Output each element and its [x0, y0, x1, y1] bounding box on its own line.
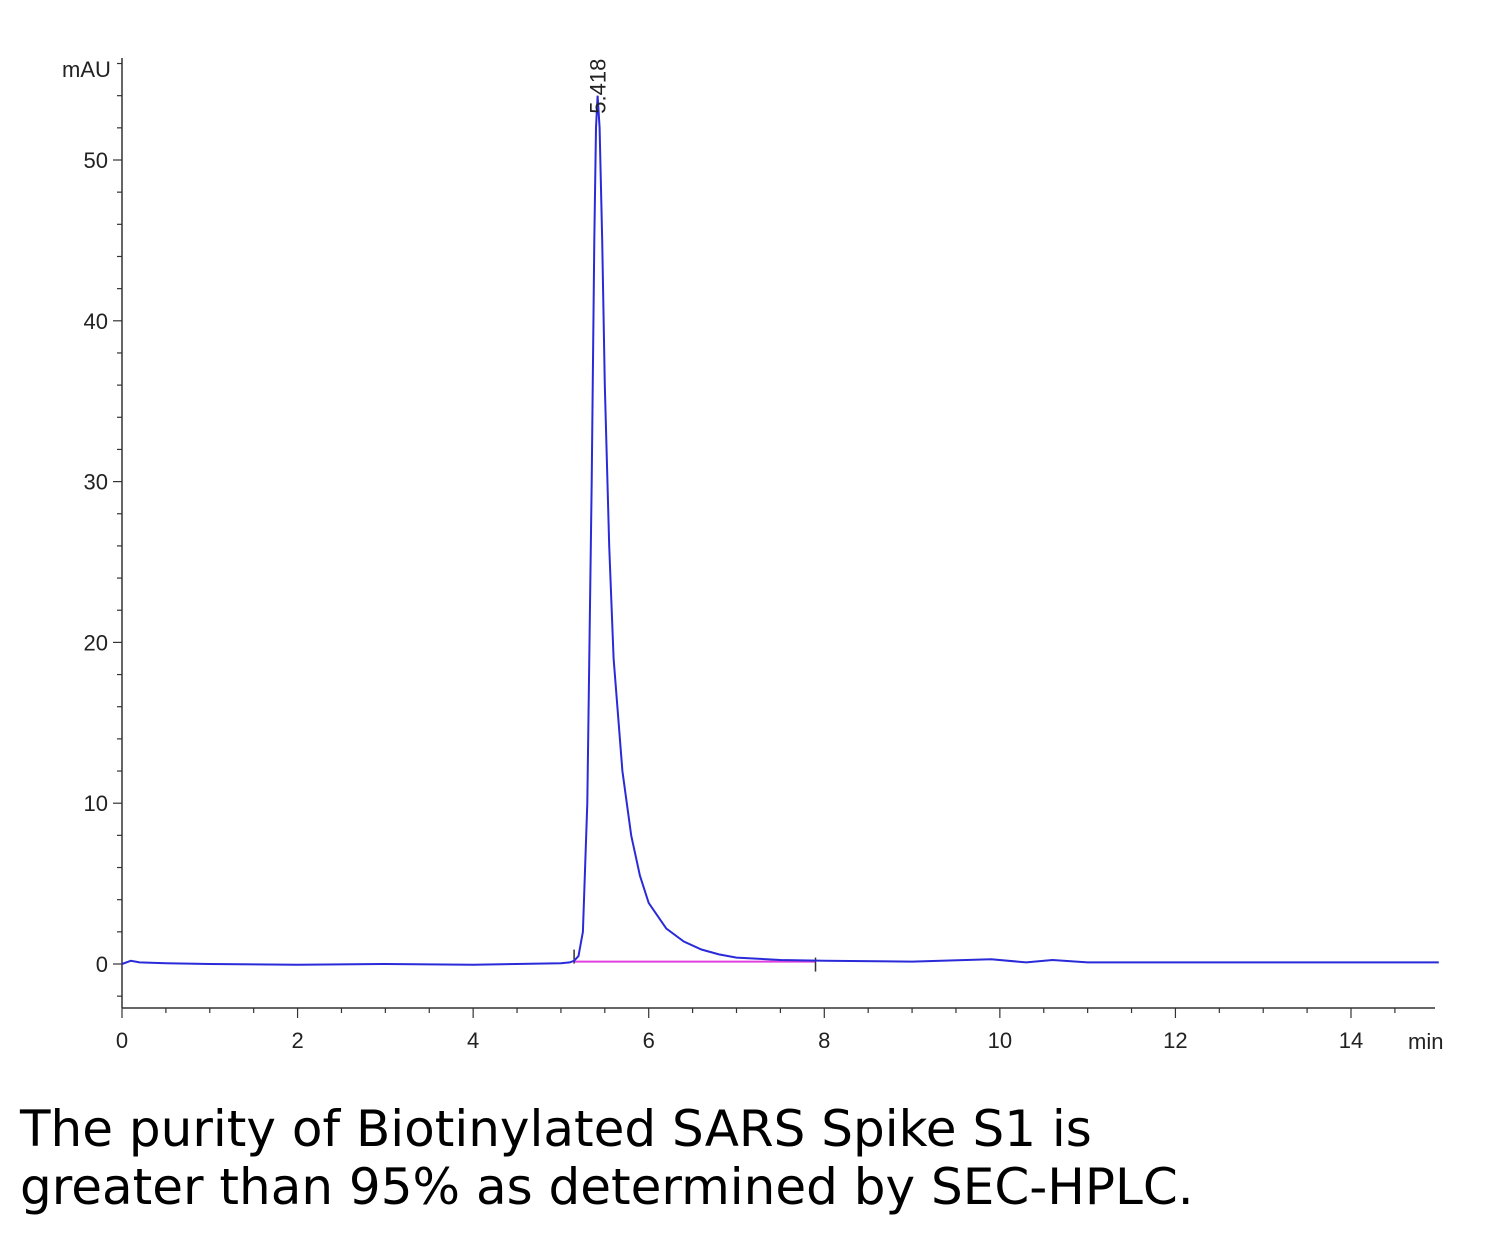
- y-tick-label: 10: [84, 791, 108, 816]
- x-tick-label: 4: [467, 1028, 479, 1053]
- peak-label: 5.418: [586, 59, 611, 114]
- x-tick-label: 12: [1163, 1028, 1187, 1053]
- chromatogram-chart: 0 10 20 30 40 50 0 2 4 6 8 10 12 14 5.418 mAU min: [62, 57, 1443, 1054]
- y-tick-label: 20: [84, 630, 108, 655]
- y-axis: 0 10 20 30 40 50: [84, 58, 123, 1008]
- x-tick-label: 10: [988, 1028, 1012, 1053]
- y-tick-label: 30: [84, 470, 108, 495]
- x-tick-label: 14: [1339, 1028, 1363, 1053]
- x-axis-label: min: [1408, 1029, 1443, 1054]
- y-tick-label: 40: [84, 309, 108, 334]
- caption-text: The purity of Biotinylated SARS Spike S1…: [20, 1100, 1194, 1216]
- y-axis-label: mAU: [62, 57, 111, 82]
- plot-area: 5.418: [121, 59, 1439, 972]
- x-tick-label: 2: [291, 1028, 303, 1053]
- x-tick-label: 6: [643, 1028, 655, 1053]
- y-tick-label: 50: [84, 148, 108, 173]
- series-line: [121, 95, 1439, 966]
- y-tick-label: 0: [96, 952, 108, 977]
- x-tick-label: 8: [818, 1028, 830, 1053]
- x-axis: 0 2 4 6 8 10 12 14: [116, 1007, 1435, 1053]
- x-tick-label: 0: [116, 1028, 128, 1053]
